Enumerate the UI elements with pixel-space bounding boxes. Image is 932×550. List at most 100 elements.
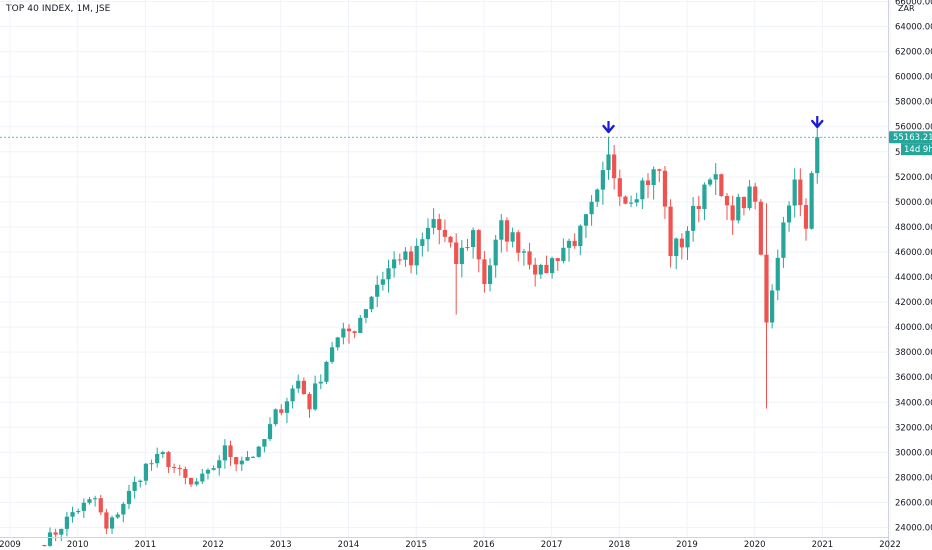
candle-body xyxy=(121,503,126,515)
candle-body xyxy=(527,251,532,265)
candle-body xyxy=(284,401,290,413)
candle-body xyxy=(538,264,543,275)
candle-body xyxy=(194,481,199,485)
candle-body xyxy=(476,230,481,260)
candle-body xyxy=(589,201,594,215)
x-tick-label: 2021 xyxy=(812,540,834,550)
candle-body xyxy=(741,196,747,209)
candle-body xyxy=(222,445,227,461)
candle-body xyxy=(815,137,820,174)
candle-body xyxy=(403,251,408,260)
y-tick-label: 30000.00 xyxy=(895,448,932,458)
candle-body xyxy=(250,456,256,458)
candle-body xyxy=(375,284,380,297)
candle-body xyxy=(685,230,690,248)
candle-body xyxy=(363,309,369,318)
x-tick-label: 2012 xyxy=(202,540,224,550)
candle-body xyxy=(679,238,684,248)
candle-body xyxy=(53,532,58,535)
candle-body xyxy=(786,205,792,223)
candle-body xyxy=(674,238,679,257)
candle-body xyxy=(606,154,611,171)
candle-body xyxy=(437,219,442,230)
candle-body xyxy=(634,199,639,203)
candle-body xyxy=(386,268,391,280)
y-tick-label: 64000.00 xyxy=(895,23,932,33)
candle-body xyxy=(267,424,273,440)
x-tick-label: 2016 xyxy=(473,540,495,550)
x-tick-label: 2019 xyxy=(676,540,698,550)
candle-body xyxy=(719,174,724,196)
candle-body xyxy=(143,463,148,481)
candle-body xyxy=(64,516,70,529)
candle-body xyxy=(245,457,250,461)
candle-body xyxy=(256,446,261,457)
y-tick-label: 56000.00 xyxy=(895,123,932,133)
x-tick-label: 2014 xyxy=(338,540,360,550)
countdown-badge xyxy=(901,143,932,156)
candle-body xyxy=(504,220,510,242)
candle-body xyxy=(290,388,295,402)
candle-body xyxy=(324,361,329,382)
price-axis[interactable]: 24000.00 26000.00 28000.00 30000.00 32000.00… xyxy=(888,0,932,550)
candle-body xyxy=(76,510,81,513)
candle-body xyxy=(166,452,171,467)
candle-body xyxy=(640,180,645,200)
y-tick-label: 44000.00 xyxy=(895,273,932,283)
candle-body xyxy=(160,452,165,455)
candle-body xyxy=(702,184,707,210)
candle-body xyxy=(420,239,425,246)
candle-body xyxy=(188,477,194,485)
candle-body xyxy=(465,247,470,249)
candle-body xyxy=(510,232,515,242)
candle-body xyxy=(200,473,205,482)
candle-body xyxy=(600,170,605,190)
candle-body xyxy=(228,445,233,458)
candle-body xyxy=(747,186,752,209)
candle-body xyxy=(459,247,464,265)
countdown-label: 14d 9h xyxy=(904,145,932,155)
y-tick-label: 28000.00 xyxy=(895,473,932,483)
grid-lines xyxy=(0,0,891,537)
x-tick-label: 2022 xyxy=(879,540,901,550)
down-arrow-icon xyxy=(602,121,615,134)
candle-body xyxy=(578,225,583,247)
candle-body xyxy=(234,457,239,465)
y-tick-label: 32000.00 xyxy=(895,423,932,433)
candle-body xyxy=(533,264,538,275)
candle-body xyxy=(318,381,323,384)
candle-body xyxy=(126,490,132,504)
candle-body xyxy=(414,245,419,266)
last-price-badge xyxy=(889,131,932,144)
candle-body xyxy=(730,205,735,221)
candle-body xyxy=(803,205,809,229)
candle-body xyxy=(623,196,628,204)
candle-body xyxy=(442,229,448,237)
candle-body xyxy=(380,279,385,285)
candle-body xyxy=(775,257,780,291)
candle-body xyxy=(313,383,318,410)
candle-body xyxy=(561,247,566,262)
candle-body xyxy=(651,169,656,186)
candle-body xyxy=(753,186,758,202)
candle-body xyxy=(296,380,301,389)
candle-body xyxy=(566,240,572,248)
candle-body xyxy=(707,179,713,185)
down-arrow-icon xyxy=(811,116,824,129)
candle-body xyxy=(781,222,786,258)
time-axis[interactable]: 2009 2010 2011 2012 2013 2014 2015 2016 2017 2018… xyxy=(0,537,901,550)
candle-body xyxy=(550,258,555,274)
x-tick-label: 2018 xyxy=(608,540,630,550)
candle-body xyxy=(696,205,701,210)
annotations xyxy=(0,116,888,138)
candle-body xyxy=(454,242,459,265)
candle-body xyxy=(482,259,487,285)
x-tick-label: 2015 xyxy=(405,540,427,550)
y-tick-label: 48000.00 xyxy=(895,223,932,233)
candle-body xyxy=(109,517,115,529)
candle-body xyxy=(279,409,284,413)
candle-body xyxy=(87,499,92,503)
candle-body xyxy=(329,347,335,362)
candle-body xyxy=(662,170,668,207)
